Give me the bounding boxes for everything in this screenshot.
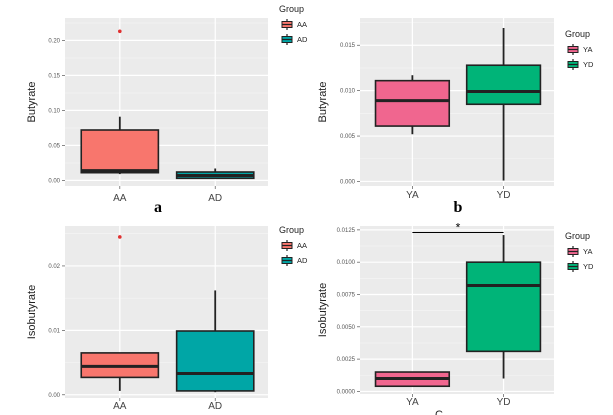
legend-label: YD (583, 262, 594, 271)
x-tick-label: AA (113, 193, 127, 204)
x-tick-label: YA (406, 397, 419, 408)
legend-label: YA (583, 45, 592, 54)
legend-key-aa (281, 19, 293, 30)
y-tick-label: 0.0125 (337, 228, 356, 234)
y-tick-label: 0.015 (340, 43, 356, 49)
chart-panel-2: 0.000 0.005 0.010 0.015 YA YD Butyrate b Group YA… (317, 18, 594, 216)
iqr-box (374, 79, 451, 127)
panel-label: a (154, 199, 162, 216)
legend: Group AA AD (279, 4, 308, 45)
iqr-box (175, 330, 255, 392)
box-aa (80, 29, 160, 175)
legend-title: Group (279, 4, 304, 14)
legend-key-ad (281, 34, 293, 45)
legend-label: AD (297, 35, 308, 44)
legend-key-aa (281, 240, 293, 251)
legend-label: YD (583, 60, 594, 69)
y-tick-label: 0.15 (48, 73, 60, 79)
box-yd (465, 27, 542, 181)
legend-key-ya (567, 44, 579, 55)
x-tick-label: YA (406, 190, 419, 201)
y-tick-label: 0.00 (48, 393, 60, 399)
y-tick-label: 0.005 (340, 134, 356, 140)
legend-title: Group (565, 231, 590, 241)
x-tick-label: YD (497, 190, 511, 201)
y-tick-label: 0.010 (340, 89, 356, 95)
legend-title: Group (279, 225, 304, 235)
iqr-box (80, 129, 160, 174)
y-axis-title: Isobutyrate (317, 283, 329, 337)
x-tick-label: AD (208, 401, 222, 412)
chart-panel-1: 0.00 0.05 0.10 0.15 0.20 AA AD Butyrate a Group AA… (26, 4, 308, 216)
y-axis-title: Isobutyrate (26, 285, 38, 339)
legend: Group YA YD (565, 29, 594, 70)
box-ad (175, 290, 255, 393)
y-tick-label: 0.10 (48, 108, 60, 114)
legend-key-yd (567, 59, 579, 70)
significance-marker: * (456, 220, 461, 234)
legend-label: AA (297, 241, 307, 250)
legend-label: YA (583, 247, 592, 256)
legend-label: AD (297, 256, 308, 265)
legend-label: AA (297, 20, 307, 29)
y-tick-label: 0.00 (48, 178, 60, 184)
box-ya (374, 75, 451, 135)
box-ya (374, 371, 451, 388)
x-axis-title: C (435, 409, 443, 415)
legend-title: Group (565, 29, 590, 39)
y-axis-title: Butyrate (26, 82, 38, 123)
chart-panel-3: 0.00 0.01 0.02 AA AD Isobutyrate Group AA AD (26, 225, 308, 412)
y-tick-label: 0.02 (48, 264, 60, 270)
y-axis-title: Butyrate (317, 82, 329, 123)
legend: Group AA AD (279, 225, 308, 266)
y-tick-label: 0.0050 (337, 325, 356, 331)
y-tick-label: 0.000 (340, 179, 356, 185)
chart-panel-4: 0.0000 0.0025 0.0050 0.0075 0.0100 0.0125 YA YD… (317, 220, 594, 415)
legend-key-ya (567, 246, 579, 257)
outlier-point (118, 29, 122, 34)
legend-key-ad (281, 255, 293, 266)
legend: Group YA YD (565, 231, 594, 272)
panel-label: b (454, 199, 463, 216)
y-tick-label: 0.0075 (337, 292, 356, 298)
iqr-box (465, 64, 542, 106)
y-tick-label: 0.0000 (337, 389, 356, 395)
box-ad (175, 168, 255, 180)
iqr-box (465, 261, 542, 353)
x-tick-label: AD (208, 193, 222, 204)
y-tick-label: 0.01 (48, 328, 60, 334)
x-tick-label: YD (497, 397, 511, 408)
y-tick-label: 0.20 (48, 38, 60, 44)
y-tick-label: 0.0100 (337, 260, 356, 266)
box-yd (465, 235, 542, 379)
y-tick-label: 0.05 (48, 143, 60, 149)
legend-key-yd (567, 261, 579, 272)
outlier-point (118, 235, 122, 239)
x-tick-label: AA (113, 401, 127, 412)
y-tick-label: 0.0025 (337, 357, 356, 363)
box-aa (80, 235, 160, 391)
